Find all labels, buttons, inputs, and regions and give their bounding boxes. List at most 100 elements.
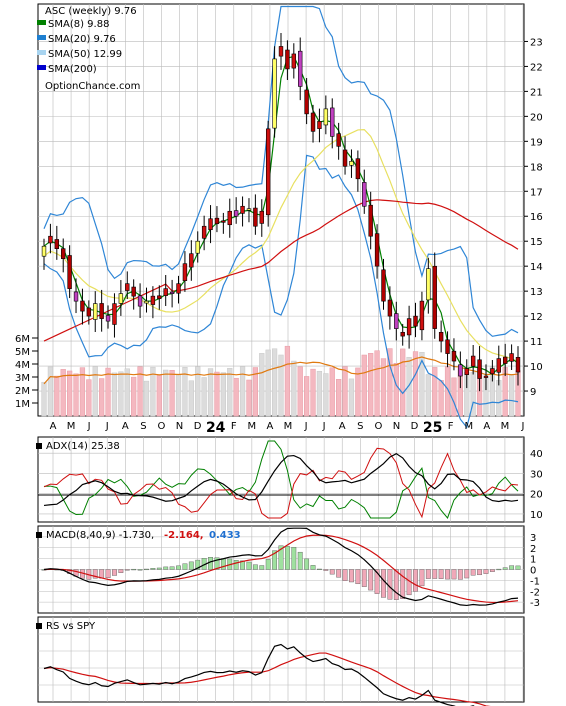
volume-bar: [175, 374, 182, 417]
macd-histogram-bar: [214, 557, 220, 570]
macd-histogram-bar: [489, 569, 495, 572]
volume-bar: [252, 367, 258, 417]
candle-body: [137, 295, 143, 307]
macd-marker-icon: [36, 532, 42, 538]
macd-histogram-bar: [144, 568, 149, 571]
volume-bar: [99, 378, 105, 417]
candle-body: [310, 112, 316, 132]
x-axis-label: J: [87, 421, 91, 432]
candle-body: [240, 205, 245, 214]
volume-bar: [419, 352, 425, 417]
volume-bar: [508, 374, 515, 417]
macd-histogram-bar: [150, 568, 156, 570]
legend-sma8: SMA(8) 9.88: [48, 19, 109, 30]
candle-body: [99, 303, 104, 319]
x-axis-label: A: [50, 421, 57, 432]
rs-line: [43, 643, 475, 706]
macd-histogram-bar: [208, 557, 213, 570]
macd-histogram-bar: [387, 569, 393, 600]
adx-tick-label: 20: [530, 490, 543, 501]
macd-signal-value: -2.164,: [164, 530, 204, 541]
legend-sma50: SMA(50) 12.99: [48, 49, 122, 60]
volume-bar: [143, 380, 150, 417]
candle-body: [105, 315, 111, 322]
macd-histogram-bar: [432, 569, 438, 579]
volume-bar: [348, 378, 355, 417]
macd-histogram-bar: [317, 568, 322, 570]
macd-histogram-bar: [188, 561, 194, 570]
watermark: OptionChance.com: [45, 81, 140, 92]
volume-bar: [124, 368, 130, 417]
volume-bar: [304, 376, 310, 417]
volume-bar: [227, 367, 233, 417]
volume-tick-label: 6M: [15, 334, 30, 345]
x-axis-label: A: [122, 421, 129, 432]
macd-histogram-bar: [349, 569, 354, 583]
volume-average-line: [43, 356, 519, 385]
volume-bar: [451, 377, 457, 417]
macd-histogram-bar: [515, 565, 521, 570]
macd-histogram-bar: [112, 569, 117, 576]
x-axis-label: A: [267, 421, 274, 432]
price-y-axis: 23 22 21 20 19 18 17 16 15 14 13 12 11 10 9: [524, 37, 543, 398]
candle-body: [342, 149, 348, 167]
candle-body: [125, 283, 130, 291]
rs-marker-icon: [36, 623, 42, 629]
macd-histogram-bar: [137, 569, 143, 571]
volume-bar: [214, 371, 220, 417]
adx-tick-label: 30: [530, 469, 543, 480]
macd-label: MACD(8,40,9) -1.730,: [46, 530, 154, 541]
candle-body: [426, 268, 431, 301]
x-axis-label: D: [194, 421, 202, 432]
macd-histogram-bar: [464, 569, 470, 579]
candle-body: [169, 291, 175, 294]
price-tick-label: 10: [530, 362, 543, 373]
candle-body: [54, 239, 60, 250]
macd-histogram-bar: [246, 561, 252, 570]
adx-panel: 40 30 20 10 ADX(14) 25.38: [36, 436, 543, 523]
volume-bar: [41, 381, 47, 417]
macd-histogram-bar: [457, 569, 463, 580]
rs-moving-average-line: [43, 652, 491, 706]
candle-body: [233, 210, 239, 217]
macd-histogram-bar: [310, 565, 316, 570]
candle-body: [112, 303, 117, 325]
candle-body: [419, 300, 425, 331]
candle-body: [195, 240, 200, 254]
x-axis-label: 25: [423, 420, 442, 436]
candle-body: [483, 375, 489, 378]
volume-bar: [169, 369, 175, 417]
volume-bar: [60, 369, 66, 417]
volume-bar: [220, 372, 226, 417]
macd-histogram-bar: [425, 569, 431, 579]
candle-body: [464, 368, 469, 375]
price-tick-label: 19: [530, 137, 543, 148]
volume-bar: [316, 370, 323, 417]
macd-histogram-bar: [477, 569, 482, 576]
candle-body: [208, 218, 213, 231]
price-tick-label: 22: [530, 62, 543, 73]
volume-bar: [336, 379, 342, 417]
legend-swatch-sma20: [37, 35, 46, 40]
adx-tick-label: 10: [530, 510, 543, 521]
x-axis-label: N: [176, 421, 183, 432]
volume-bars: [41, 345, 521, 417]
rs-gridlines: [38, 617, 524, 702]
macd-hist-value: 0.433: [209, 530, 241, 541]
candle-body: [330, 107, 335, 137]
candle-body: [458, 364, 463, 377]
macd-histogram-bar: [118, 569, 124, 573]
volume-bar: [380, 358, 387, 417]
macd-histogram-bar: [374, 569, 380, 594]
volume-bar: [163, 369, 169, 417]
candle-body: [317, 121, 322, 129]
candle-body: [144, 300, 149, 304]
volume-bar: [182, 367, 188, 417]
volume-bar: [406, 356, 412, 417]
candle-body: [265, 128, 271, 216]
candle-body: [368, 204, 373, 237]
x-axis-label: F: [231, 421, 237, 432]
